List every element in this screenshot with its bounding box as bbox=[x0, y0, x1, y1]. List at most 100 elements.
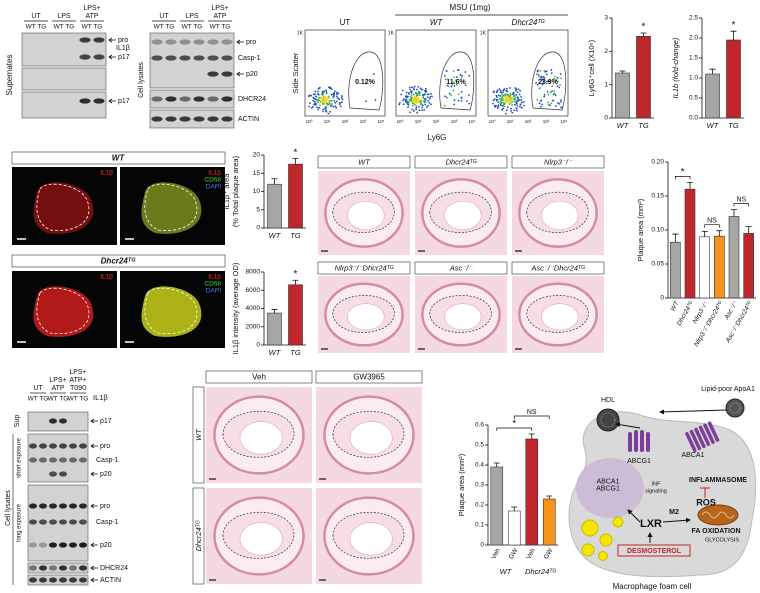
flow-gate bbox=[439, 51, 475, 111]
flow-event bbox=[413, 88, 416, 91]
if-signal bbox=[33, 286, 94, 337]
annotation: * bbox=[294, 269, 298, 280]
flow-event bbox=[424, 99, 426, 102]
flow-event bbox=[427, 104, 430, 107]
band-label: p20 bbox=[246, 71, 258, 78]
flow-event bbox=[502, 89, 505, 92]
flow-event bbox=[457, 93, 460, 96]
blot-band bbox=[207, 71, 219, 77]
flow-event bbox=[334, 105, 337, 108]
blot-band bbox=[93, 37, 105, 43]
flow-event bbox=[542, 76, 545, 78]
bar bbox=[699, 236, 710, 299]
flow-event bbox=[497, 94, 500, 97]
panel-header bbox=[317, 155, 411, 169]
flow-event bbox=[464, 84, 467, 87]
condition-label: UT bbox=[31, 13, 41, 20]
plaque-outline bbox=[36, 287, 90, 335]
flow-event bbox=[499, 104, 502, 106]
panel-header bbox=[414, 261, 508, 275]
flow-event bbox=[497, 104, 500, 107]
flow-event bbox=[314, 102, 317, 105]
genotype-label: Asc⁻/⁻Dhcr24ᵀᴳ bbox=[530, 263, 585, 272]
blot-band bbox=[29, 542, 37, 548]
band-label: Casp-1 bbox=[96, 519, 119, 526]
y-tick-label: 10 bbox=[253, 188, 261, 195]
panel-header bbox=[192, 386, 205, 484]
flow-event bbox=[335, 93, 338, 96]
blot-strip bbox=[27, 562, 89, 574]
flow-event bbox=[322, 90, 325, 93]
flow-event bbox=[409, 111, 412, 114]
significance-bracket bbox=[496, 427, 533, 431]
genotype-label: Asc⁻/⁻ bbox=[449, 263, 474, 272]
y-tick-label: 0 bbox=[256, 225, 260, 232]
flow-event bbox=[422, 100, 425, 103]
flow-event bbox=[425, 106, 428, 108]
flow-event bbox=[408, 86, 411, 89]
blot-band bbox=[39, 577, 47, 583]
significance-bracket bbox=[733, 203, 750, 207]
arrow bbox=[90, 577, 98, 583]
flow-event bbox=[468, 102, 471, 105]
flow-event bbox=[335, 106, 338, 109]
flow-event bbox=[330, 100, 333, 102]
flow-event bbox=[315, 103, 317, 106]
flow-event bbox=[317, 93, 320, 96]
flow-event bbox=[505, 96, 508, 98]
x-tick-label: Veh bbox=[490, 547, 502, 561]
flow-event bbox=[455, 83, 458, 86]
flow-event bbox=[505, 93, 507, 96]
flow-event bbox=[334, 101, 337, 104]
hdl-label: HDL bbox=[601, 397, 615, 404]
flow-event bbox=[418, 94, 421, 97]
nucleus-label: ABCA1 ABCG1 bbox=[596, 478, 620, 492]
flow-event bbox=[420, 102, 423, 105]
blot-band bbox=[69, 443, 77, 449]
flow-event bbox=[325, 105, 327, 108]
flow-event bbox=[338, 98, 341, 101]
flow-event bbox=[313, 100, 316, 103]
flow-event bbox=[515, 88, 518, 90]
error-bar bbox=[292, 158, 299, 165]
blot-band bbox=[151, 55, 163, 61]
band-label: pro bbox=[100, 503, 110, 510]
flow-event bbox=[553, 75, 556, 78]
bar bbox=[507, 510, 521, 546]
annotation: NS bbox=[707, 218, 717, 225]
flow-event bbox=[427, 93, 430, 96]
flow-event bbox=[328, 99, 331, 102]
genotype-label: Nlrp3⁻/⁻Dhcr24ᵀᴳ bbox=[335, 263, 394, 272]
protein-label: IL1β bbox=[93, 393, 108, 402]
flow-event bbox=[498, 88, 501, 91]
flow-event bbox=[417, 90, 420, 93]
flow-event bbox=[330, 104, 333, 107]
flow-event bbox=[538, 102, 541, 105]
abca1-label: ABCA1 bbox=[682, 452, 705, 459]
x-tick-label: TG bbox=[728, 121, 739, 130]
flow-event bbox=[504, 95, 507, 97]
y-tick-label: 0 bbox=[256, 342, 260, 349]
band-label: pro bbox=[118, 37, 128, 44]
flow-event bbox=[317, 90, 319, 93]
blot-band bbox=[151, 116, 163, 122]
flow-event bbox=[308, 105, 311, 108]
y-tick-label: 8000 bbox=[246, 269, 261, 276]
flow-event bbox=[535, 82, 537, 84]
lipid-droplets bbox=[581, 516, 624, 561]
genotype-label: WT bbox=[194, 428, 203, 441]
flow-event bbox=[322, 98, 324, 101]
inf-label: INF signaling bbox=[645, 482, 667, 495]
x-tick-label: 10² bbox=[433, 119, 440, 124]
flow-event bbox=[555, 79, 558, 82]
genotype-label: WT TG bbox=[48, 396, 69, 403]
annotation: * bbox=[512, 419, 516, 430]
flow-event bbox=[512, 91, 515, 94]
flow-event bbox=[416, 92, 419, 95]
flow-event bbox=[428, 101, 431, 104]
flow-event bbox=[318, 86, 321, 89]
blot-band bbox=[59, 577, 67, 583]
bar bbox=[288, 163, 303, 229]
y-tick-label: 1K bbox=[388, 30, 395, 36]
blot-band bbox=[29, 457, 37, 463]
